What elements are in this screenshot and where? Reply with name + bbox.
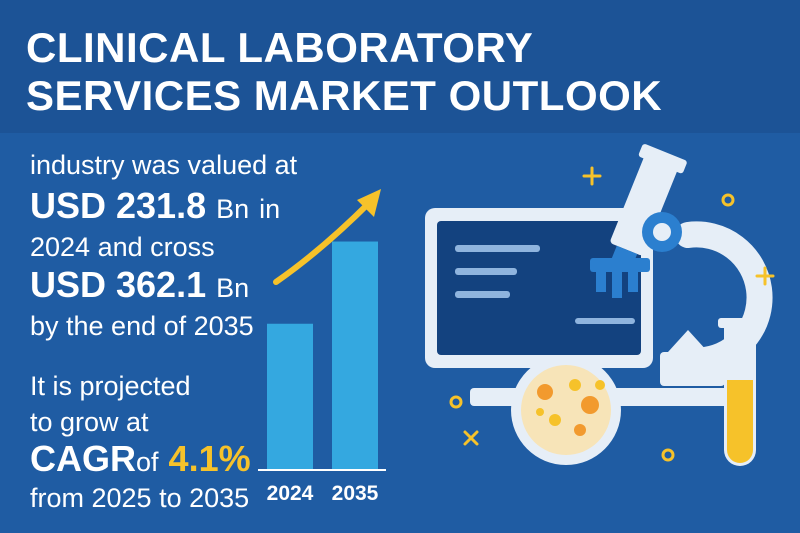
cagr-value: 4.1% bbox=[168, 438, 251, 479]
value-2024-line: USD 231.8 Bn in bbox=[30, 185, 280, 227]
bar-2035 bbox=[332, 241, 378, 470]
x-tick-label-2035: 2035 bbox=[332, 482, 379, 505]
cagr-label: CAGR bbox=[30, 438, 136, 479]
unit-2024: Bn bbox=[216, 194, 250, 224]
value-2035-line: USD 362.1 Bn bbox=[30, 264, 249, 306]
page-title-line-1: CLINICAL LABORATORY bbox=[26, 24, 534, 71]
sparkle-icon bbox=[449, 166, 775, 462]
value-2035: USD 362.1 bbox=[30, 264, 207, 305]
monitor-icon bbox=[425, 208, 653, 368]
unit-2035: Bn bbox=[216, 273, 250, 303]
of-word: of bbox=[136, 447, 159, 477]
projected-text: It is projected bbox=[30, 371, 191, 401]
cagr-line: CAGRof 4.1% bbox=[30, 438, 251, 480]
in-word: in bbox=[259, 194, 281, 224]
bar-2024 bbox=[267, 323, 313, 470]
header-band: CLINICAL LABORATORY SERVICES MARKET OUTL… bbox=[0, 0, 800, 133]
period-text: from 2025 to 2035 bbox=[30, 483, 250, 513]
end-of-2035-text: by the end of 2035 bbox=[30, 311, 254, 341]
page-title-line-2: SERVICES MARKET OUTLOOK bbox=[26, 72, 663, 119]
petri-dish-icon bbox=[511, 355, 621, 465]
grow-at-text: to grow at bbox=[30, 407, 149, 437]
year-cross-text: 2024 and cross bbox=[30, 232, 215, 262]
content-area: industry was valued at USD 231.8 Bn in 2… bbox=[0, 133, 800, 533]
trend-arrow-icon bbox=[273, 189, 381, 285]
value-2024: USD 231.8 bbox=[30, 185, 207, 226]
valued-text: industry was valued at bbox=[30, 150, 298, 180]
test-tube-icon bbox=[718, 318, 762, 466]
x-tick-label-2024: 2024 bbox=[267, 482, 314, 505]
